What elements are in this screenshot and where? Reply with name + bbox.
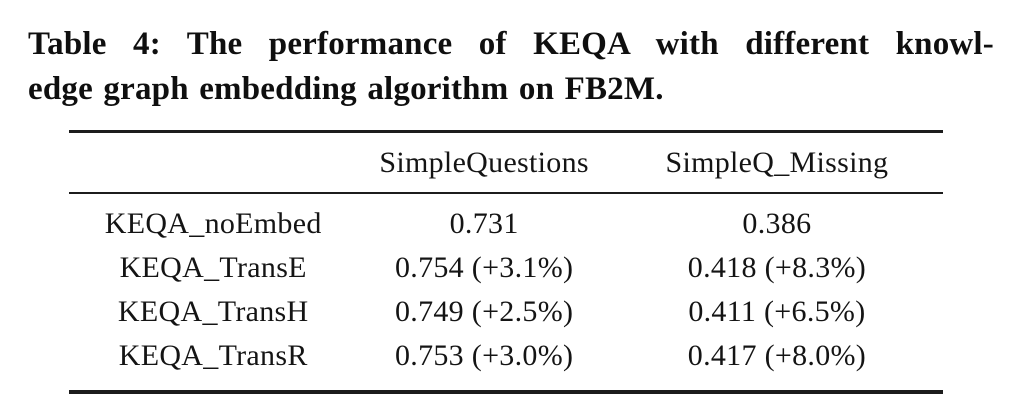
cell-simplequestions: 0.749 (+2.5%) [394, 295, 574, 328]
cell-simplequestions: 0.753 (+3.0%) [394, 339, 574, 372]
row-label: KEQA_TransH [117, 295, 309, 328]
table-row: KEQA_noEmbed 0.731 0.386 [69, 193, 943, 246]
row-label: KEQA_noEmbed [104, 207, 322, 240]
table-caption-line-2: edge graph embedding algorithm on FB2M. [28, 71, 664, 107]
table-row: KEQA_TransH 0.749 (+2.5%) 0.411 (+6.5%) [69, 290, 943, 334]
column-header-empty [69, 131, 358, 194]
cell-simpleq-missing: 0.417 (+8.0%) [687, 339, 867, 372]
table-caption: Table 4: The performance of KEQA with di… [28, 22, 994, 112]
cell-simpleq-missing: 0.411 (+6.5%) [688, 295, 866, 328]
column-header-simpleq-missing: SimpleQ_Missing [610, 131, 943, 194]
row-label: KEQA_TransR [118, 339, 308, 372]
row-label: KEQA_TransE [119, 251, 307, 284]
cell-simpleq-missing: 0.386 [742, 207, 812, 240]
cell-simplequestions: 0.754 (+3.1%) [394, 251, 574, 284]
table-caption-line-1: Table 4: The performance of KEQA with di… [28, 26, 994, 62]
cell-simplequestions: 0.731 [449, 207, 519, 240]
results-table: SimpleQuestions SimpleQ_Missing KEQA_noE… [69, 130, 943, 394]
header-row: SimpleQuestions SimpleQ_Missing [69, 131, 943, 194]
cell-simpleq-missing: 0.418 (+8.3%) [687, 251, 867, 284]
results-table-body: KEQA_noEmbed 0.731 0.386 KEQA_TransE 0.7… [69, 193, 943, 392]
table-row: KEQA_TransR 0.753 (+3.0%) 0.417 (+8.0%) [69, 334, 943, 392]
results-table-header: SimpleQuestions SimpleQ_Missing [69, 131, 943, 194]
column-header-simplequestions: SimpleQuestions [357, 131, 611, 194]
table-row: KEQA_TransE 0.754 (+3.1%) 0.418 (+8.3%) [69, 246, 943, 290]
